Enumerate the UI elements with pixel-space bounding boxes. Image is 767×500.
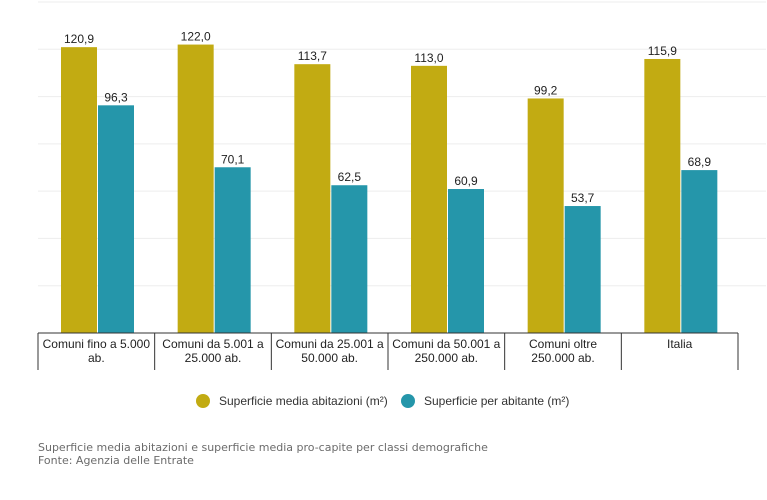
data-label-series1-4: 113,0 [414,51,443,65]
legend-label-1: Superficie media abitazioni (m²) [219,394,388,408]
bar-chart: 120,9 96,3 122,0 70,1 113,7 62,5 113,0 60,9 99,2… [37,1,766,408]
data-label-series1-1: 120,9 [64,32,94,46]
data-label-series1-6: 115,9 [648,44,677,58]
bar-series2-2 [214,167,251,333]
legend-label-2: Superficie per abitante (m²) [424,394,569,408]
bar-series2-6 [681,170,718,333]
data-label-series2-4: 60,9 [454,174,478,188]
bar-series1-3 [294,64,331,333]
legend-swatch-1 [196,394,210,408]
bar-series1-2 [177,44,214,334]
category-label-6: Italia [667,337,693,351]
bar-series1-5 [527,98,564,333]
data-label-series2-5: 53,7 [571,191,595,205]
data-label-series2-1: 96,3 [104,90,128,104]
data-label-series2-3: 62,5 [338,170,362,184]
bar-series1-6 [644,58,681,334]
bar-series2-5 [564,206,601,333]
category-label-2: Comuni da 5.001 a 25.000 ab. [162,337,264,365]
category-label-1: Comuni fino a 5.000 ab. [43,337,151,365]
category-label-3: Comuni da 25.001 a 50.000 ab. [276,337,384,365]
bar-series1-1 [61,47,97,333]
data-label-series1-2: 122,0 [181,30,211,44]
gridlines [38,1,766,287]
data-label-series2-2: 70,1 [221,152,245,166]
legend: Superficie media abitazioni (m²) Superfic… [196,394,569,408]
data-label-series1-5: 99,2 [534,83,558,97]
chart-footer: Superficie media abitazioni e superficie… [38,441,488,467]
bar-series1-4 [411,65,447,333]
chart-source: Fonte: Agenzia delle Entrate [38,454,194,467]
legend-swatch-2 [401,394,415,408]
chart-caption: Superficie media abitazioni e superficie… [38,441,488,454]
bars: 120,9 96,3 122,0 70,1 113,7 62,5 113,0 60,9 99,2… [61,30,718,334]
data-label-series1-3: 113,7 [298,49,327,63]
data-label-series2-6: 68,9 [688,155,712,169]
bar-series2-1 [98,105,134,334]
category-label-4: Comuni da 50.001 a 250.000 ab. [392,337,500,365]
category-label-5: Comuni oltre 250.000 ab. [529,337,597,365]
bar-series2-3 [331,185,368,333]
bar-series2-4 [448,189,484,333]
